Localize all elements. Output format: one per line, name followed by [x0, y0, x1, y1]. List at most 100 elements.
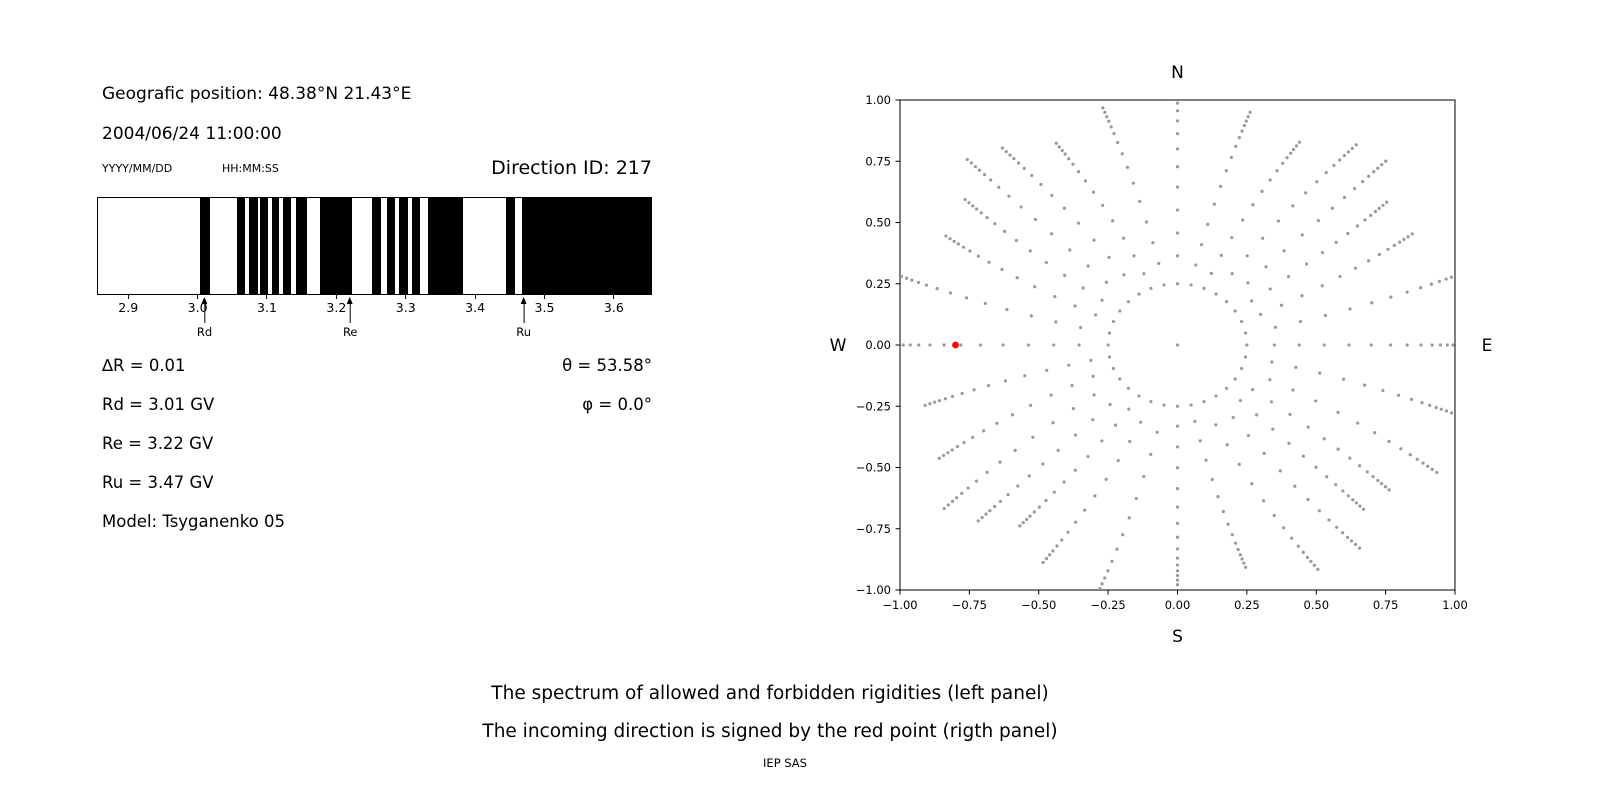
gray-dot — [943, 397, 947, 401]
gray-dot — [948, 291, 953, 295]
gray-dot — [1073, 304, 1077, 308]
gray-dot — [1071, 407, 1075, 411]
gray-dot — [1092, 393, 1096, 397]
gray-dot — [1234, 144, 1238, 148]
gray-dot — [946, 503, 950, 507]
gray-dot — [1366, 259, 1371, 263]
direction-id-text: Direction ID: 217 — [491, 157, 652, 179]
gray-dot — [1231, 415, 1235, 420]
gray-dot — [1107, 255, 1111, 259]
gray-dot — [968, 249, 972, 253]
gray-dot — [1291, 388, 1295, 392]
x-tick-label: −0.25 — [1091, 598, 1126, 612]
gray-dot — [1398, 240, 1402, 244]
gray-dot — [1175, 282, 1180, 286]
gray-dot — [1268, 178, 1272, 182]
gray-dot — [1137, 292, 1141, 296]
gray-dot — [1315, 180, 1319, 184]
gray-dot — [1262, 451, 1266, 455]
gray-dot — [1281, 161, 1285, 165]
gray-dot — [1216, 494, 1220, 499]
gray-dot — [1291, 147, 1296, 152]
gray-dot — [1376, 478, 1380, 483]
gray-dot — [1206, 222, 1210, 226]
gray-dot — [1100, 298, 1104, 302]
gray-dot — [1246, 433, 1251, 438]
gray-dot — [1428, 403, 1432, 407]
gray-dot — [1229, 155, 1233, 160]
caption-line-1: The spectrum of allowed and forbidden ri… — [491, 683, 1049, 704]
forbidden-band — [386, 198, 396, 294]
gray-dot — [961, 245, 966, 249]
gray-dot — [1175, 466, 1180, 470]
direction-dots — [900, 90, 1455, 590]
gray-dot — [1402, 237, 1406, 242]
gray-dot — [935, 287, 939, 291]
gray-dot — [1439, 407, 1443, 411]
y-tick-label: 0.50 — [865, 216, 891, 230]
gray-dot — [1342, 195, 1347, 200]
gray-dot — [1372, 170, 1376, 174]
gray-dot — [1175, 583, 1180, 587]
gray-dot — [928, 402, 932, 406]
gray-dot — [1131, 181, 1135, 185]
gray-dot — [1396, 393, 1401, 397]
gray-dot — [1304, 191, 1308, 195]
compass-east-label: E — [1482, 336, 1493, 356]
gray-dot — [1066, 530, 1070, 534]
gray-dot — [1399, 447, 1403, 451]
gray-dot — [1346, 150, 1350, 154]
x-tick: 3.6 — [604, 295, 624, 315]
gray-dot — [1028, 249, 1032, 253]
phi-value: φ = 0.0° — [582, 395, 652, 414]
gray-dot — [1272, 343, 1276, 347]
gray-dot — [1450, 411, 1454, 415]
gray-dot — [1316, 567, 1320, 571]
gray-dot — [1062, 480, 1066, 484]
gray-dot — [963, 197, 967, 202]
gray-dot — [1379, 481, 1384, 486]
gray-dot — [1444, 409, 1449, 413]
date-format-label: YYYY/MM/DD — [102, 162, 173, 175]
gray-dot — [1358, 504, 1362, 508]
gray-dot — [1353, 266, 1358, 270]
gray-dot — [960, 391, 964, 396]
gray-dot — [1320, 250, 1325, 255]
forbidden-band — [200, 198, 210, 294]
gray-dot — [1278, 469, 1282, 473]
gray-dot — [1248, 110, 1252, 114]
gray-dot — [1027, 474, 1031, 478]
gray-dot — [1107, 119, 1111, 123]
gray-dot — [1286, 275, 1291, 279]
gray-dot — [1300, 294, 1304, 298]
gray-dot — [1028, 514, 1032, 518]
gray-dot — [1111, 219, 1115, 223]
gray-dot — [1044, 557, 1049, 561]
gray-dot — [989, 178, 993, 182]
gray-dot — [1028, 403, 1033, 407]
gray-dot — [971, 204, 975, 208]
gray-dot — [1318, 371, 1322, 375]
gray-dot — [1070, 383, 1074, 388]
gray-dot — [1297, 343, 1301, 347]
gray-dot — [1202, 286, 1206, 291]
gray-dot — [1176, 90, 1179, 93]
x-tick-label: 3.4 — [465, 300, 486, 315]
tick-mark — [474, 295, 476, 299]
gray-dot — [1320, 284, 1324, 288]
gray-dot — [1008, 153, 1012, 157]
gray-dot — [1288, 412, 1292, 416]
gray-dot — [998, 499, 1003, 503]
gray-dot — [1086, 454, 1090, 459]
x-tick-label: 1.00 — [1442, 598, 1468, 612]
gray-dot — [908, 343, 912, 347]
gray-dot — [1039, 182, 1043, 187]
gray-dot — [1175, 404, 1180, 408]
gray-dot — [1005, 307, 1009, 312]
gray-dot — [1198, 439, 1202, 443]
gray-dot — [955, 444, 960, 449]
gray-dot — [1421, 461, 1425, 465]
gray-dot — [1294, 144, 1299, 148]
gray-dot — [1317, 509, 1321, 513]
